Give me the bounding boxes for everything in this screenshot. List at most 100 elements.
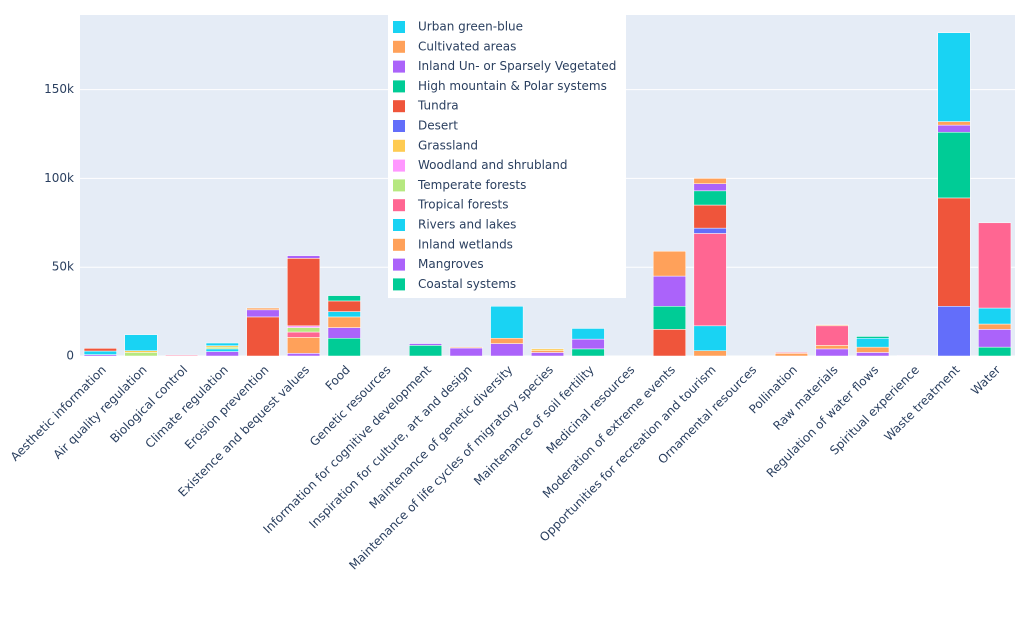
bar-segment [856,336,890,339]
bar-segment [856,337,890,348]
legend-label: Temperate forests [417,178,526,192]
bar-segment [205,351,239,357]
bar-segment [287,258,321,327]
legend-label: Mangroves [418,257,484,271]
bar-segment [530,348,565,351]
bar-segment [449,346,483,349]
legend-label: Cultivated areas [418,39,516,53]
bar-segment [287,327,321,333]
bar-segment [693,233,727,327]
x-tick-label: Maintenance of genetic diversity [366,363,515,512]
bar-segment [693,227,727,234]
bar-segment [571,348,605,357]
bar-segment [693,325,727,351]
legend-swatch [393,199,405,212]
bar-segment [937,306,971,357]
bar-segment [978,323,1012,330]
bar-segment [246,307,280,311]
bar-segment [327,300,361,312]
bar-segment [287,331,321,338]
y-tick-label: 100k [44,171,74,185]
bar-segment [246,309,280,318]
x-tick-label: Water [968,363,1003,398]
bar-segment [205,346,239,350]
legend-swatch [393,258,405,271]
legend-label: Inland wetlands [418,237,513,251]
legend-swatch [393,60,405,73]
bar-segment [327,295,361,302]
bar-segment [124,350,158,353]
bar-segment [937,124,971,133]
bar-segment [287,255,321,259]
bar-segment [571,328,605,340]
legend-label: High mountain & Polar systems [418,79,607,93]
bar-segment [327,337,361,357]
bar-segment [530,352,565,357]
x-tick-label: Waste treatment [881,362,962,443]
bar-segment [693,183,727,192]
bar-segment [327,316,361,328]
bar-segment [937,32,971,122]
bar-segment [937,131,971,199]
bar-segment [815,325,849,346]
bar-segment [205,342,239,346]
legend-label: Tundra [417,99,459,113]
bar-segment [490,343,524,357]
bar-segment [205,348,239,352]
bar-segment [327,327,361,339]
bar-segment [774,352,808,354]
bar-segment [978,329,1012,348]
bar-segment [124,352,158,357]
bar-segment [327,311,361,318]
bar-segment [652,329,686,357]
legend-swatch [393,238,405,251]
legend-label: Inland Un- or Sparsely Vegetated [418,59,616,73]
bar-segment [978,346,1012,357]
legend-swatch [393,179,405,192]
x-tick-label: Biological control [107,363,190,446]
legend-swatch [393,139,405,152]
bar-segment [409,345,443,357]
bar-segment [856,346,890,353]
bar-segment [83,348,117,352]
legend-label: Woodland and shrubland [418,158,568,172]
bar-segment [409,343,443,346]
legend: Urban green-blue Cultivated areas Inland U… [388,15,626,298]
bar-segment [571,338,605,350]
bar-segment [246,316,280,357]
legend-label: Grassland [418,138,478,152]
legend-swatch [393,40,405,53]
bar-segment [652,275,686,307]
legend-label: Rivers and lakes [418,218,516,232]
bar-segment [815,348,849,357]
legend-swatch [393,159,405,172]
bar-segment [937,197,971,307]
legend-swatch [393,278,405,291]
bar-segment [815,324,849,327]
bar-segment [856,352,890,357]
bar-segment [978,222,1012,309]
x-tick-label: Food [323,363,353,393]
bar-segment [693,204,727,229]
bar-segment [693,178,727,184]
bar-segment [165,354,199,357]
y-tick-label: 50k [52,260,74,274]
bar-segment [83,350,117,355]
bar-segment [530,350,565,353]
legend-label: Coastal systems [418,277,516,291]
legend-label: Urban green-blue [418,20,523,34]
bar-segment [774,353,808,357]
legend-swatch [393,219,405,231]
bar-segment [652,250,686,277]
bar-segment [937,121,971,126]
bar-segment [693,190,727,206]
legend-label: Tropical forests [417,198,508,212]
legend-swatch [393,80,405,93]
bar-segment [896,355,930,357]
legend-label: Desert [418,119,458,133]
legend-box [388,15,626,298]
bar-segment [652,306,686,330]
bar-segment [124,334,158,351]
bar-segment [287,325,321,328]
